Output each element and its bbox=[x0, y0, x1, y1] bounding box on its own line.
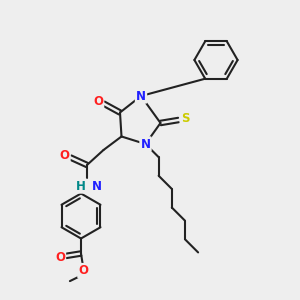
Text: O: O bbox=[93, 94, 103, 108]
Text: H: H bbox=[76, 179, 85, 193]
Text: N: N bbox=[92, 179, 101, 193]
Text: O: O bbox=[78, 264, 88, 277]
Text: N: N bbox=[140, 137, 151, 151]
Text: O: O bbox=[55, 251, 65, 264]
Text: S: S bbox=[181, 112, 189, 125]
Text: N: N bbox=[136, 89, 146, 103]
Text: O: O bbox=[59, 148, 70, 162]
